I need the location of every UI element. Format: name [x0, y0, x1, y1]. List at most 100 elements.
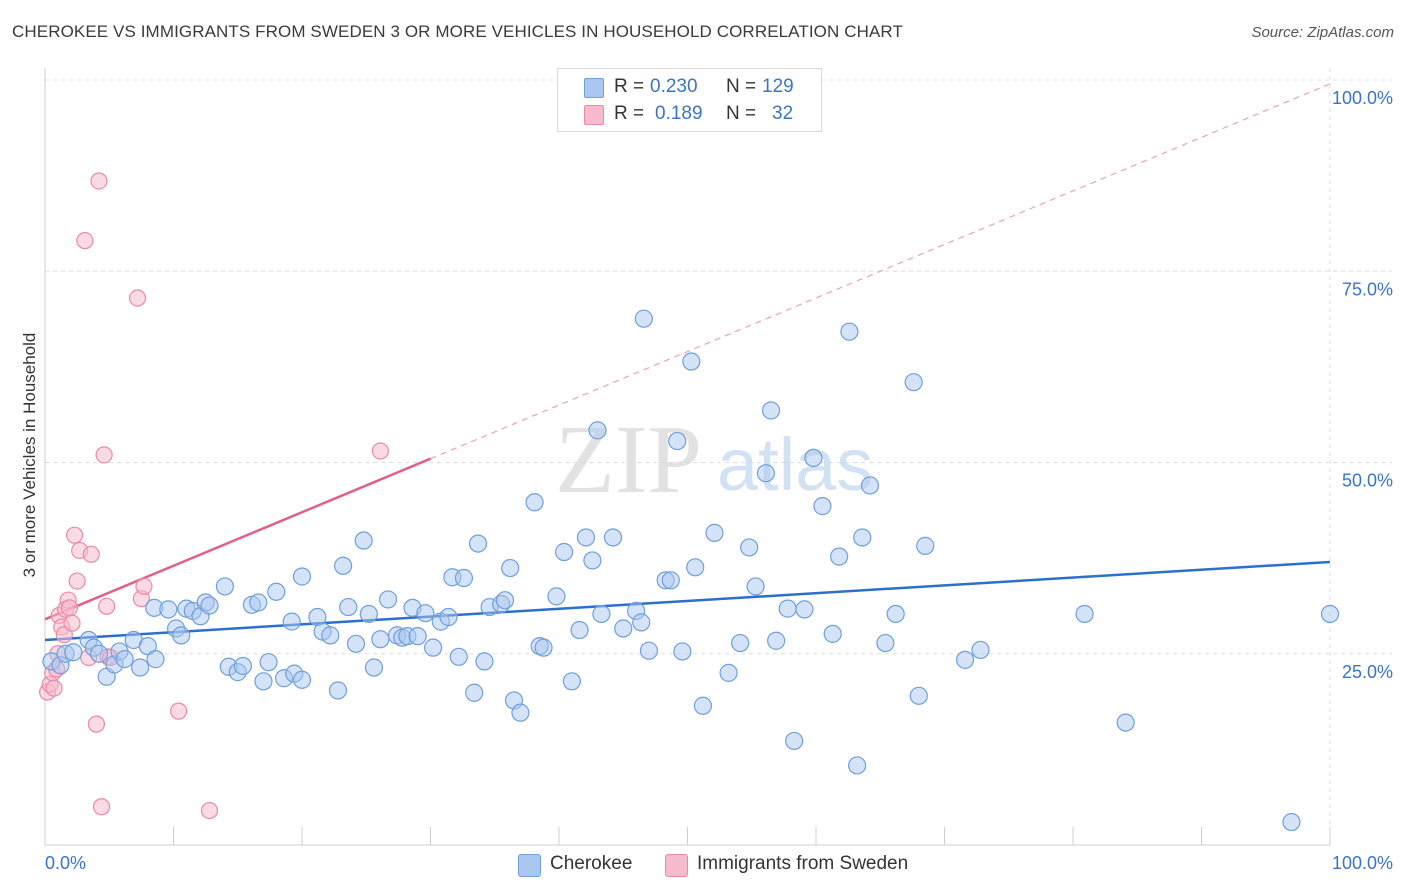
- data-point-cherokee: [632, 613, 651, 632]
- data-point-sweden: [170, 702, 188, 720]
- legend-r-value: 0.230: [650, 76, 698, 97]
- data-point-sweden: [76, 232, 94, 250]
- watermark: ZIP atlas: [555, 406, 873, 514]
- series-cherokee-points: [42, 309, 1340, 832]
- data-point-sweden: [82, 545, 100, 563]
- data-point-cherokee: [804, 448, 823, 468]
- data-point-sweden: [371, 442, 389, 460]
- data-point-cherokee: [778, 599, 797, 618]
- data-point-cherokee: [64, 643, 83, 662]
- data-point-cherokee: [785, 731, 804, 751]
- data-point-sweden: [200, 801, 219, 820]
- data-point-cherokee: [592, 604, 611, 624]
- data-point-cherokee: [495, 591, 515, 610]
- data-point-cherokee: [1282, 812, 1301, 832]
- data-point-cherokee: [795, 600, 814, 619]
- data-point-sweden: [68, 572, 86, 590]
- data-point-cherokee: [555, 542, 574, 562]
- y-tick-label: 75.0%: [1342, 279, 1393, 299]
- data-point-cherokee: [583, 551, 602, 570]
- data-point-cherokee: [475, 652, 494, 671]
- data-point-sweden: [92, 798, 111, 816]
- series-legend-label-cherokee: Cherokee: [550, 853, 633, 874]
- data-point-cherokee: [454, 568, 474, 588]
- data-point-cherokee: [501, 558, 520, 578]
- data-point-cherokee: [860, 476, 880, 495]
- chart-title: CHEROKEE VS IMMIGRANTS FROM SWEDEN 3 OR …: [12, 22, 903, 41]
- data-point-cherokee: [200, 596, 219, 615]
- data-point-cherokee: [682, 352, 701, 371]
- data-point-cherokee: [292, 670, 312, 689]
- correlation-legend: R = 0.230 N = 129 R = 0.189 N = 32: [557, 68, 822, 132]
- data-point-sweden: [95, 446, 113, 464]
- trend-lines: [44, 83, 1331, 642]
- data-point-cherokee: [115, 650, 134, 669]
- data-point-cherokee: [639, 641, 659, 660]
- legend-r-value: 0.189: [655, 103, 703, 124]
- data-point-cherokee: [371, 630, 390, 649]
- data-point-cherokee: [813, 497, 832, 516]
- data-point-cherokee: [378, 590, 398, 609]
- tick-labels: 25.0% 50.0% 75.0% 100.0% 0.0% 100.0%: [45, 88, 1393, 873]
- axes: [44, 68, 1331, 846]
- data-point-sweden: [63, 614, 81, 632]
- data-point-cherokee: [339, 597, 358, 617]
- legend-r-label: R =: [614, 76, 645, 97]
- data-point-cherokee: [249, 593, 268, 612]
- data-point-cherokee: [916, 536, 935, 555]
- data-point-sweden: [98, 597, 116, 615]
- data-point-cherokee: [346, 634, 366, 653]
- data-point-cherokee: [904, 373, 923, 392]
- legend-n-label: N =: [726, 103, 757, 124]
- series-legend-label-sweden: Immigrants from Sweden: [697, 853, 909, 874]
- data-point-cherokee: [254, 672, 273, 691]
- y-tick-label: 100.0%: [1332, 88, 1393, 108]
- data-point-cherokee: [848, 756, 867, 775]
- data-point-cherokee: [1075, 604, 1094, 624]
- series-legend-swatch-cherokee: [518, 854, 541, 877]
- series-sweden-points: [38, 172, 389, 820]
- data-point-cherokee: [534, 638, 553, 657]
- data-point-cherokee: [886, 604, 905, 624]
- data-point-cherokee: [909, 686, 928, 705]
- data-point-cherokee: [359, 604, 378, 624]
- data-point-cherokee: [603, 528, 623, 547]
- data-point-cherokee: [354, 531, 373, 550]
- y-tick-label: 50.0%: [1342, 471, 1393, 491]
- data-point-cherokee: [719, 663, 738, 682]
- data-point-cherokee: [89, 644, 109, 663]
- data-point-cherokee: [172, 626, 191, 645]
- x-tick-label: 0.0%: [45, 853, 86, 873]
- data-point-cherokee: [693, 696, 713, 715]
- y-axis-label: 3 or more Vehicles in Household: [20, 333, 39, 578]
- data-point-cherokee: [267, 582, 286, 601]
- data-point-cherokee: [328, 681, 348, 700]
- data-point-cherokee: [449, 647, 468, 666]
- data-point-cherokee: [876, 633, 895, 653]
- watermark-atlas: atlas: [717, 423, 873, 506]
- data-point-cherokee: [321, 626, 340, 645]
- data-point-cherokee: [547, 587, 566, 606]
- data-point-cherokee: [511, 703, 530, 722]
- data-point-cherokee: [525, 493, 544, 512]
- data-point-cherokee: [853, 528, 872, 547]
- data-point-cherokee: [746, 577, 765, 596]
- data-point-sweden: [60, 599, 79, 617]
- data-point-cherokee: [570, 620, 589, 640]
- data-point-cherokee: [408, 627, 427, 646]
- trend-line-cherokee: [44, 560, 1331, 642]
- trend-extension-sweden: [430, 83, 1331, 460]
- legend-swatch-cherokee: [584, 78, 604, 98]
- data-point-cherokee: [416, 604, 435, 623]
- data-point-cherokee: [767, 631, 786, 650]
- data-point-cherokee: [465, 683, 484, 702]
- data-point-cherokee: [971, 640, 990, 660]
- trend-line-sweden: [44, 457, 431, 621]
- data-point-cherokee: [740, 538, 759, 557]
- data-point-cherokee: [146, 650, 165, 669]
- data-point-sweden: [65, 526, 84, 544]
- chart-source: Source: ZipAtlas.com: [1251, 24, 1394, 41]
- data-point-cherokee: [661, 571, 680, 590]
- data-point-cherokee: [634, 309, 653, 328]
- data-point-cherokee: [705, 523, 724, 542]
